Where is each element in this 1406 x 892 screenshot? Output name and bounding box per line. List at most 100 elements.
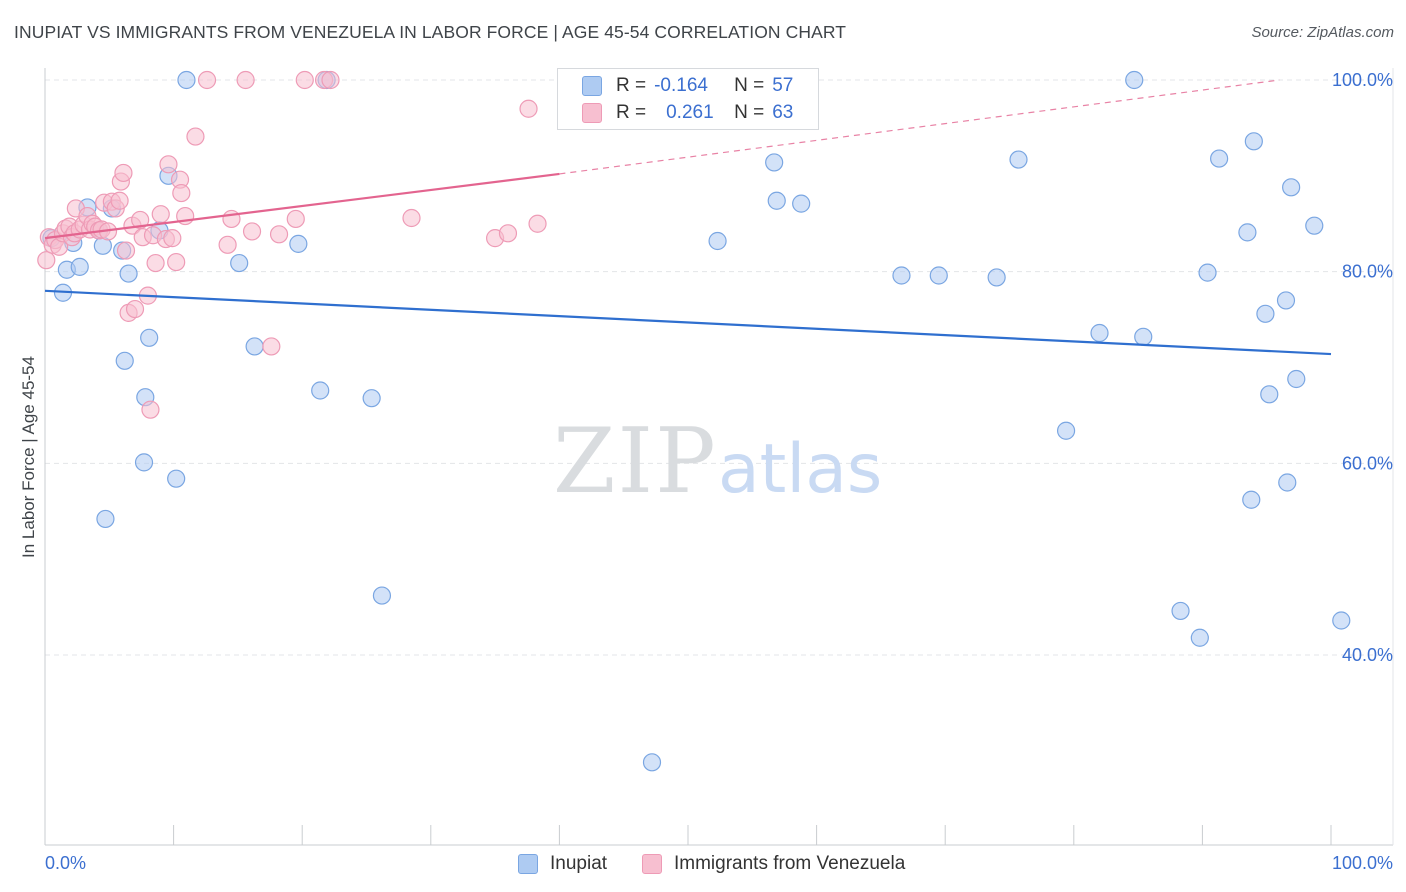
venezuela-point xyxy=(321,70,340,90)
venezuela-points xyxy=(37,70,547,419)
inupiat-point xyxy=(892,266,911,285)
inupiat-point xyxy=(372,586,392,605)
watermark-zip: ZIP xyxy=(553,409,718,514)
venezuela-point xyxy=(242,222,262,241)
inupiat-point xyxy=(929,266,948,285)
r-label: R = xyxy=(616,102,647,123)
inupiat-point xyxy=(177,70,196,90)
y-axis-label-group: In Labor Force | Age 45-54 xyxy=(19,356,38,558)
inupiat-swatch xyxy=(582,76,602,96)
inupiat-point xyxy=(1256,304,1275,323)
inupiat-point xyxy=(765,153,784,172)
venezuela-point xyxy=(146,253,165,273)
watermark: ZIP atlas xyxy=(553,409,882,514)
n-label: N = xyxy=(734,75,765,96)
inupiat-point xyxy=(230,253,249,273)
venezuela-point xyxy=(114,163,133,183)
inupiat-point xyxy=(1009,150,1028,169)
inupiat-point xyxy=(1242,490,1261,509)
inupiat-point xyxy=(362,389,381,408)
inupiat-point xyxy=(1305,216,1324,235)
inupiat-point xyxy=(1210,149,1229,168)
inupiat-point xyxy=(987,268,1006,287)
venezuela-swatch xyxy=(582,103,602,123)
legend-row-inupiat: R = -0.164 N = 57 xyxy=(582,73,793,99)
inupiat-point xyxy=(311,381,330,400)
inupiat-point xyxy=(1332,611,1351,630)
venezuela-point xyxy=(218,235,237,254)
inupiat-point xyxy=(1190,628,1209,647)
n-label: N = xyxy=(734,102,765,123)
y-axis-label: In Labor Force | Age 45-54 xyxy=(19,356,38,558)
inupiat-point xyxy=(1090,323,1109,343)
venezuela-point xyxy=(498,224,518,243)
bottom-legend-inupiat: Inupiat xyxy=(518,850,607,878)
inupiat-point xyxy=(1244,132,1263,151)
venezuela-point xyxy=(37,251,56,270)
y-tick-label-80: 80.0% xyxy=(1342,262,1393,282)
venezuela-point xyxy=(167,252,186,272)
venezuela-point xyxy=(197,70,217,90)
source-credit: Source: ZipAtlas.com xyxy=(1251,24,1394,41)
venezuela-point xyxy=(519,99,538,118)
inupiat-point xyxy=(134,453,154,472)
chart-title: INUPIAT VS IMMIGRANTS FROM VENEZUELA IN … xyxy=(14,22,847,42)
venezuela-point xyxy=(295,70,314,90)
inupiat-point xyxy=(96,509,115,529)
inupiat-point xyxy=(642,753,662,772)
inupiat-r-value: -0.164 xyxy=(654,75,708,96)
inupiat-n-value: 57 xyxy=(772,75,794,96)
venezuela-n-value: 63 xyxy=(772,102,794,123)
y-tick-label-100: 100.0% xyxy=(1332,70,1393,90)
legend-row-venezuela: R = 0.261 N = 63 xyxy=(582,100,793,126)
inupiat-point xyxy=(1260,385,1279,404)
r-label: R = xyxy=(616,75,647,96)
inupiat-point xyxy=(1282,178,1301,197)
venezuela-swatch xyxy=(642,854,662,874)
watermark-atlas: atlas xyxy=(718,430,882,509)
inupiat-point xyxy=(1198,263,1217,282)
inupiat-swatch xyxy=(518,854,538,874)
inupiat-point xyxy=(792,194,811,213)
venezuela-point xyxy=(262,337,281,356)
tick-labels: 40.0% 60.0% 80.0% 100.0% 0.0% 100.0% xyxy=(45,70,1393,873)
y-tick-label-60: 60.0% xyxy=(1342,453,1393,473)
venezuela-point xyxy=(172,183,191,203)
venezuela-point xyxy=(131,210,150,230)
axes xyxy=(44,68,1394,846)
venezuela-point xyxy=(528,214,547,233)
inupiat-point xyxy=(70,257,89,276)
inupiat-point xyxy=(115,351,134,370)
inupiat-point xyxy=(1134,327,1153,346)
inupiat-point xyxy=(119,264,138,283)
venezuela-point xyxy=(186,127,205,146)
venezuela-point xyxy=(141,400,160,419)
venezuela-point xyxy=(151,205,170,224)
inupiat-point xyxy=(1287,369,1306,389)
inupiat-point xyxy=(1056,421,1076,440)
venezuela-trend-line xyxy=(44,172,560,240)
inupiat-point xyxy=(140,328,159,347)
venezuela-point xyxy=(236,70,255,90)
inupiat-points xyxy=(42,70,1351,772)
inupiat-point xyxy=(767,191,786,210)
inupiat-point xyxy=(167,469,186,488)
stats-legend: R = -0.164 N = 57 R = 0.261 N = 63 xyxy=(557,68,819,130)
trend-lines xyxy=(44,79,1332,356)
y-tick-label-40: 40.0% xyxy=(1342,645,1393,665)
inupiat-point xyxy=(1171,601,1190,621)
venezuela-point xyxy=(402,208,421,228)
x-tick-label-max: 100.0% xyxy=(1332,853,1393,873)
bottom-legend-venezuela: Immigrants from Venezuela xyxy=(642,850,905,878)
x-tick-label-min: 0.0% xyxy=(45,853,86,873)
inupiat-point xyxy=(289,234,308,253)
venezuela-point xyxy=(163,229,182,248)
inupiat-point xyxy=(1238,223,1257,242)
inupiat-legend-label: Inupiat xyxy=(550,853,608,874)
venezuela-point xyxy=(110,191,129,210)
inupiat-point xyxy=(708,231,727,251)
inupiat-trend-line xyxy=(44,289,1332,356)
inupiat-point xyxy=(245,337,264,356)
venezuela-point xyxy=(159,155,178,174)
